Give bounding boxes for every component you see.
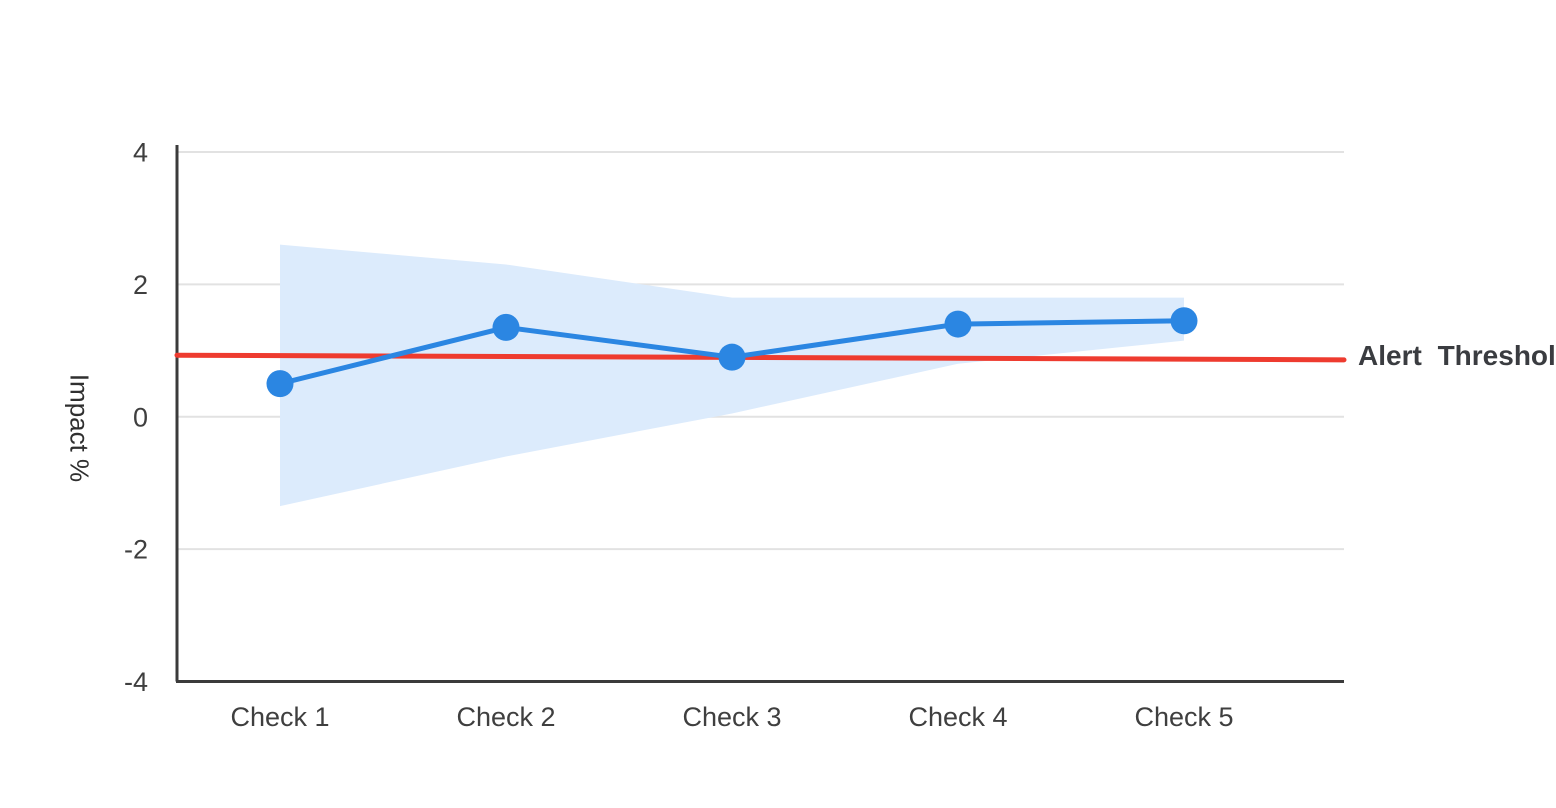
y-tick-label--4: -4 — [124, 667, 148, 697]
x-category-label-3: Check 3 — [682, 702, 781, 732]
data-point-check-5 — [1170, 307, 1198, 335]
y-axis-title: Impact % — [64, 373, 95, 483]
x-category-label-2: Check 2 — [456, 702, 555, 732]
y-tick-label-4: 4 — [133, 138, 148, 168]
data-point-check-1 — [266, 370, 294, 398]
data-point-check-3 — [718, 343, 746, 371]
data-point-check-4 — [944, 310, 972, 338]
threshold-label: Alert Threshold — [1358, 340, 1556, 371]
x-category-label-4: Check 4 — [908, 702, 1007, 732]
y-tick-label-2: 2 — [133, 270, 148, 300]
x-category-label-1: Check 1 — [230, 702, 329, 732]
threshold-line — [174, 352, 1347, 363]
data-point-check-2 — [492, 313, 520, 341]
y-tick-label-0: 0 — [133, 402, 148, 432]
confidence-band — [280, 244, 1184, 507]
x-category-label-5: Check 5 — [1134, 702, 1233, 732]
y-tick-label--2: -2 — [124, 535, 148, 565]
